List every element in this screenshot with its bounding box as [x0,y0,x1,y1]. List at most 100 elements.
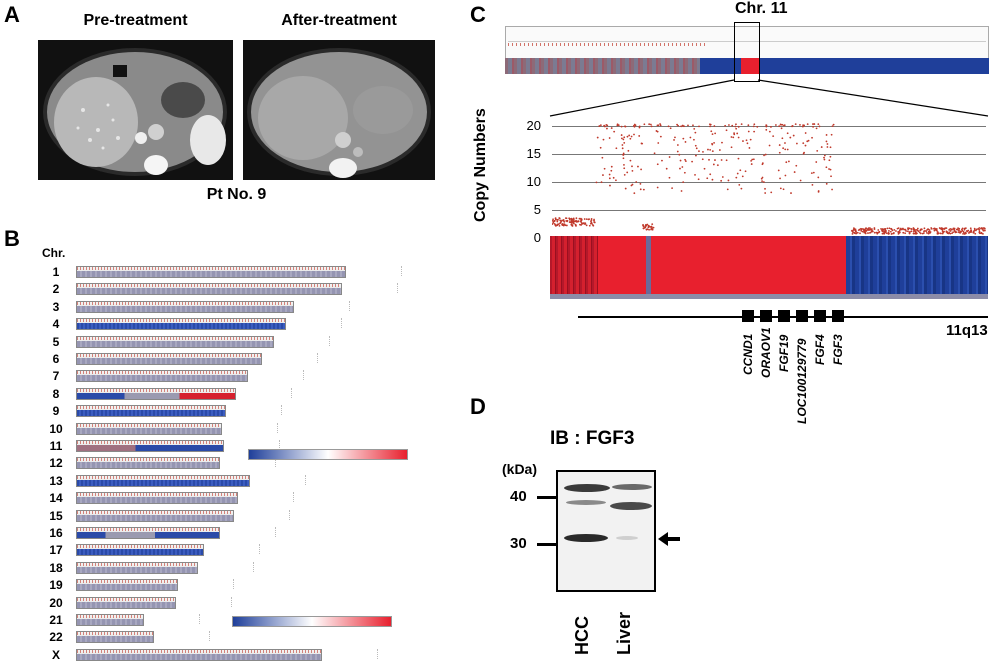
cn-point [623,141,626,144]
cn-point [828,159,831,162]
cn-point [627,149,630,152]
cn-point [972,231,975,234]
cn-point [740,187,743,190]
cn-point [620,125,623,128]
cn-point [799,179,802,182]
cn-point [965,232,967,235]
cn-point [946,231,949,233]
cn-point [916,227,919,230]
cn-point [927,232,930,235]
chr-bar-14 [76,492,238,505]
chr-side-marker [253,561,257,572]
cn-point [902,231,905,234]
chr-side-marker [277,422,281,433]
cn-point [571,221,573,224]
marker-40-label: 40 [510,488,527,505]
cn-point [779,177,781,180]
cn-point [906,230,909,233]
cn-point [965,230,968,232]
cn-point [919,232,922,235]
chromosome-11-title: Chr. 11 [735,0,788,17]
marker-40-tick [537,496,557,499]
cn-point [638,125,641,128]
cn-point [659,124,662,127]
cn-point [923,230,925,233]
cn-point [928,229,931,231]
ct-scan-pre-treatment [38,40,233,180]
cn-point [599,146,602,149]
cn-point [851,232,854,235]
gene-label-fgf4: FGF4 [813,334,827,365]
cn-point [721,176,724,178]
cn-point [610,169,613,172]
cn-point [959,230,962,233]
cn-point [876,232,879,235]
cn-point [886,227,889,230]
cn-point [669,127,672,130]
cn-point [898,232,900,235]
cn-point [571,225,574,227]
cn-point [882,228,885,231]
chr-bar-21 [76,614,144,626]
chr-bar-16 [76,527,220,539]
cn-point [601,156,604,159]
cn-point [622,153,625,156]
gene-box-loc100129779 [796,310,808,322]
cn-point [792,134,795,137]
cn-point [778,144,781,146]
cn-point [970,229,973,232]
cn-point [656,186,659,189]
cn-point [735,176,738,179]
chr-bar-19 [76,579,178,592]
chr-label-17: 17 [49,543,63,558]
chr-bar-2 [76,283,342,296]
cn-point [949,230,952,232]
cn-point [787,160,790,163]
cn-point [684,141,687,143]
cn-point [621,144,624,146]
cn-point [812,125,814,128]
cn-point [859,232,861,235]
cn-point [736,132,739,135]
cn-point [907,227,909,229]
cn-point [603,167,606,170]
chr-bar-4 [76,318,286,331]
chr-bar-1 [76,266,346,278]
cn-point [606,127,608,130]
cn-point [566,220,569,223]
cn-point [553,223,556,225]
cn-point [622,157,625,160]
cn-point [648,228,650,231]
cn-point [884,231,886,234]
cn-point [642,227,645,230]
cn-point [714,159,716,161]
cn-point [678,153,681,156]
cn-point [561,219,564,222]
chr-label-8: 8 [52,386,60,401]
cn-point [783,124,785,127]
chr-side-marker [349,300,353,311]
cn-point [608,137,611,139]
cn-point [693,138,695,141]
cn-point [958,229,960,232]
cn-point [698,125,700,128]
cn-point [707,148,709,151]
cn-point [588,224,591,227]
marker-30-label: 30 [510,535,527,552]
patient-number-label: Pt No. 9 [206,186,267,203]
cn-point [637,165,639,168]
cn-point [869,227,871,229]
cn-point [694,131,697,134]
cn-point [765,128,768,131]
cn-point [802,142,805,145]
cn-point [865,227,868,230]
western-blot-membrane [556,470,656,592]
cn-point [617,124,620,127]
cn-point [825,140,828,143]
cn-point [950,228,953,231]
cn-point [852,231,854,233]
cn-point [615,147,618,150]
cn-point [916,229,919,232]
cn-point [622,138,625,141]
cn-point [570,223,573,225]
